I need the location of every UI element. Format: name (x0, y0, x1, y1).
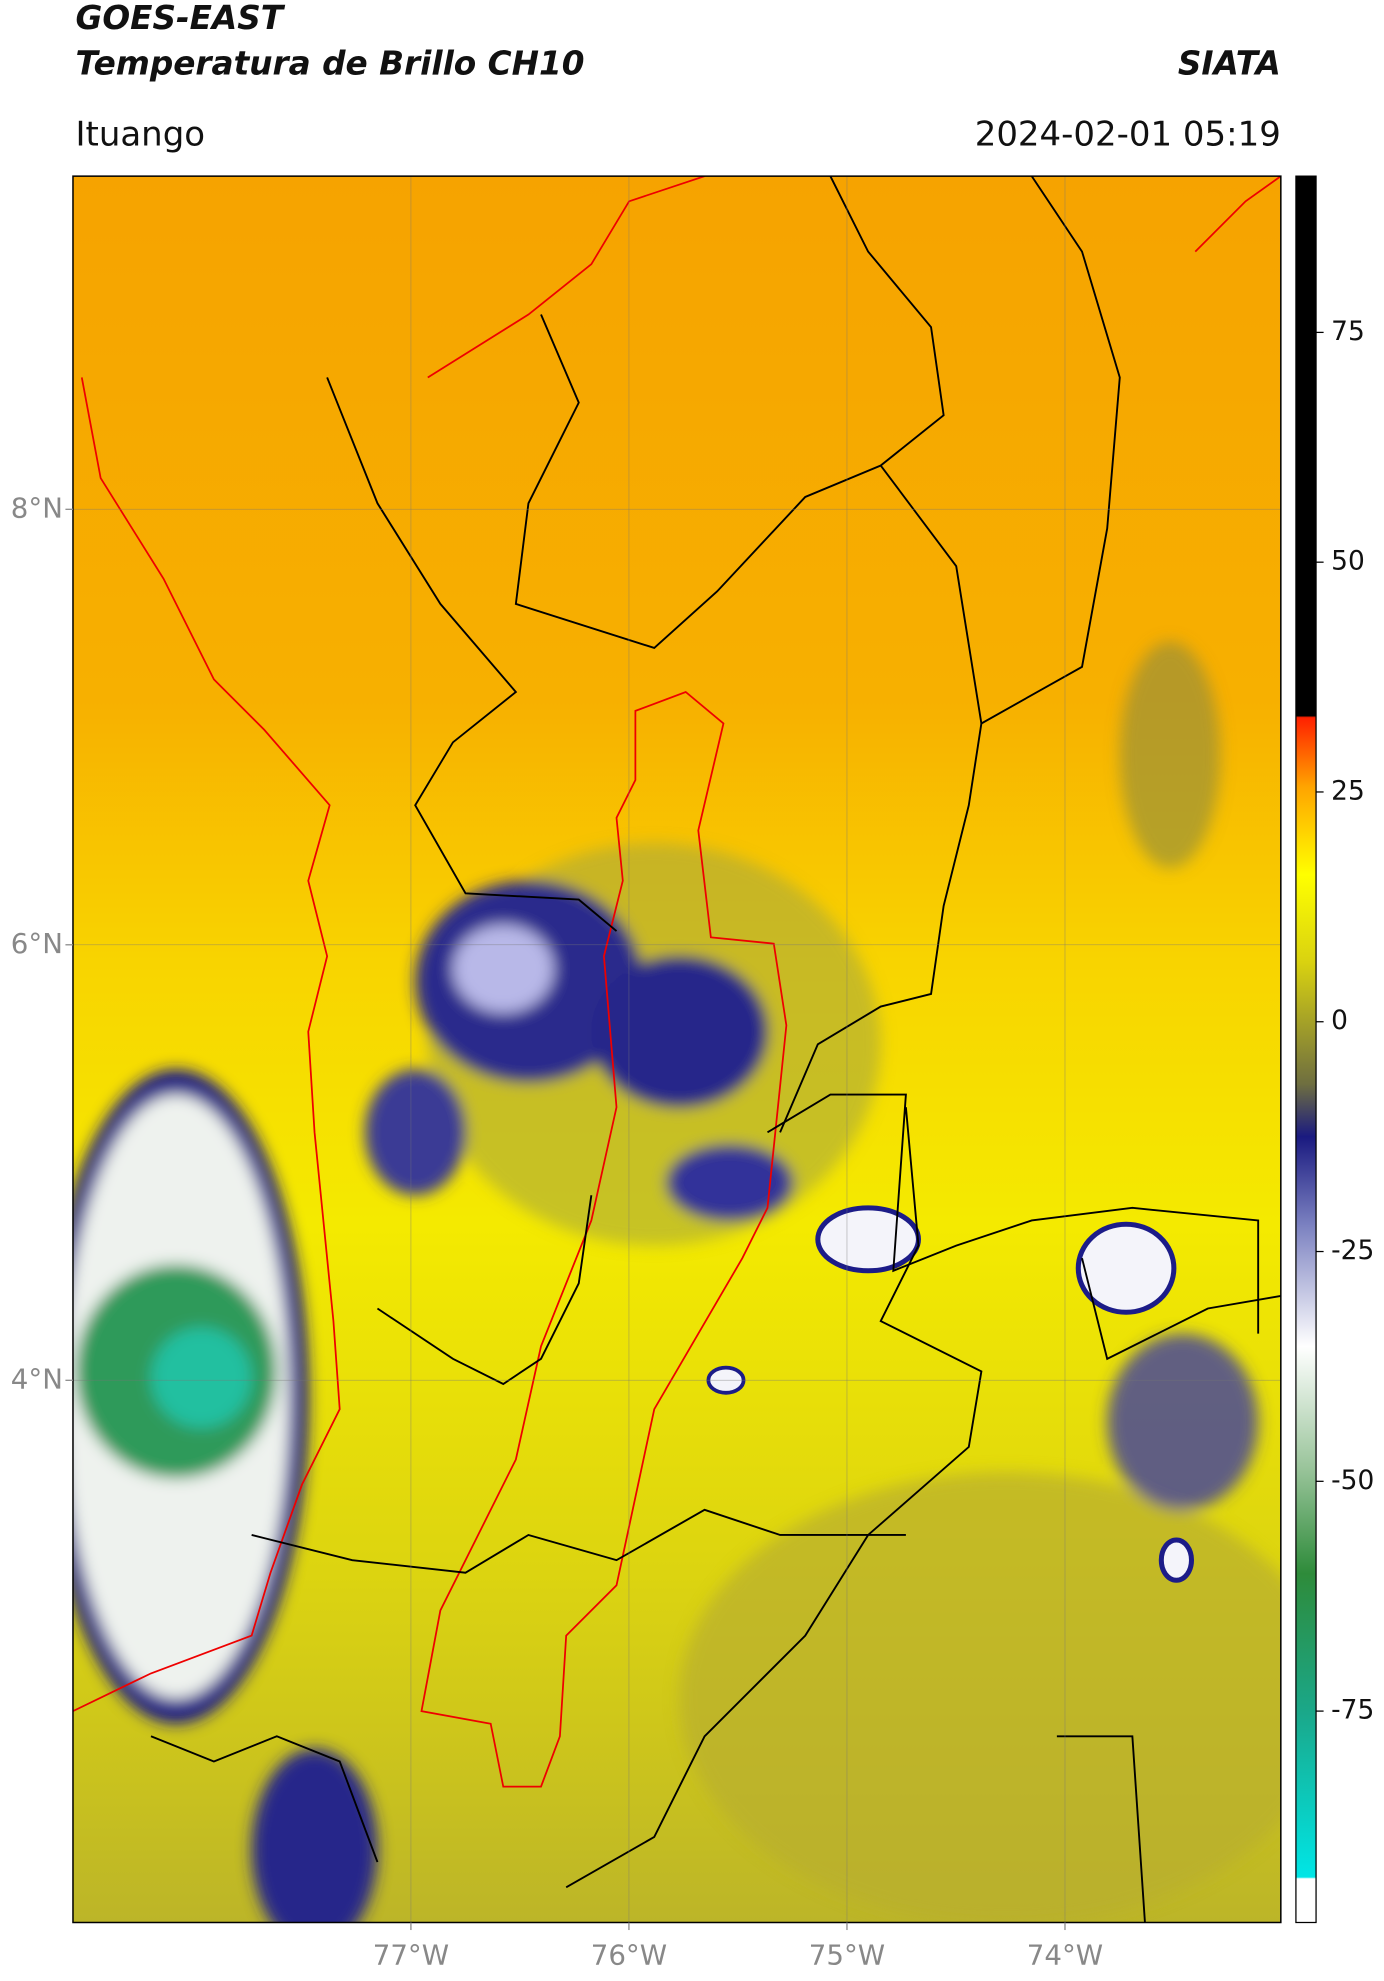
y-tick-label: 6°N (11, 927, 63, 960)
x-tick-label: 76°W (591, 1938, 667, 1971)
x-tick-label: 75°W (809, 1938, 885, 1971)
x-tick-label: 74°W (1027, 1938, 1103, 1971)
source: SIATA (1178, 44, 1281, 82)
colorbar-tick-label: -25 (1331, 1235, 1374, 1266)
colorbar-tick-label: -75 (1331, 1695, 1374, 1726)
datetime: 2024-02-01 05:19 (975, 114, 1281, 154)
colorbar-tick-label: 25 (1331, 775, 1365, 806)
subtitle: Temperatura de Brillo CH10 (75, 44, 584, 82)
colorbar-tick-label: 50 (1331, 546, 1365, 577)
title: GOES-EAST (75, 0, 285, 37)
x-tick-label: 77°W (373, 1938, 449, 1971)
y-tick-label: 4°N (11, 1362, 63, 1395)
colorbar-tick-label: 0 (1331, 1005, 1348, 1036)
map-frame (72, 175, 1282, 1924)
colorbar (1295, 175, 1317, 1924)
gridlines (72, 176, 1281, 1923)
colorbar-tick-label: 75 (1331, 316, 1365, 347)
location: Ituango (75, 114, 205, 154)
y-tick-label: 8°N (11, 491, 63, 524)
colorbar-tick-label: -50 (1331, 1465, 1374, 1496)
map-image (72, 176, 1281, 1923)
